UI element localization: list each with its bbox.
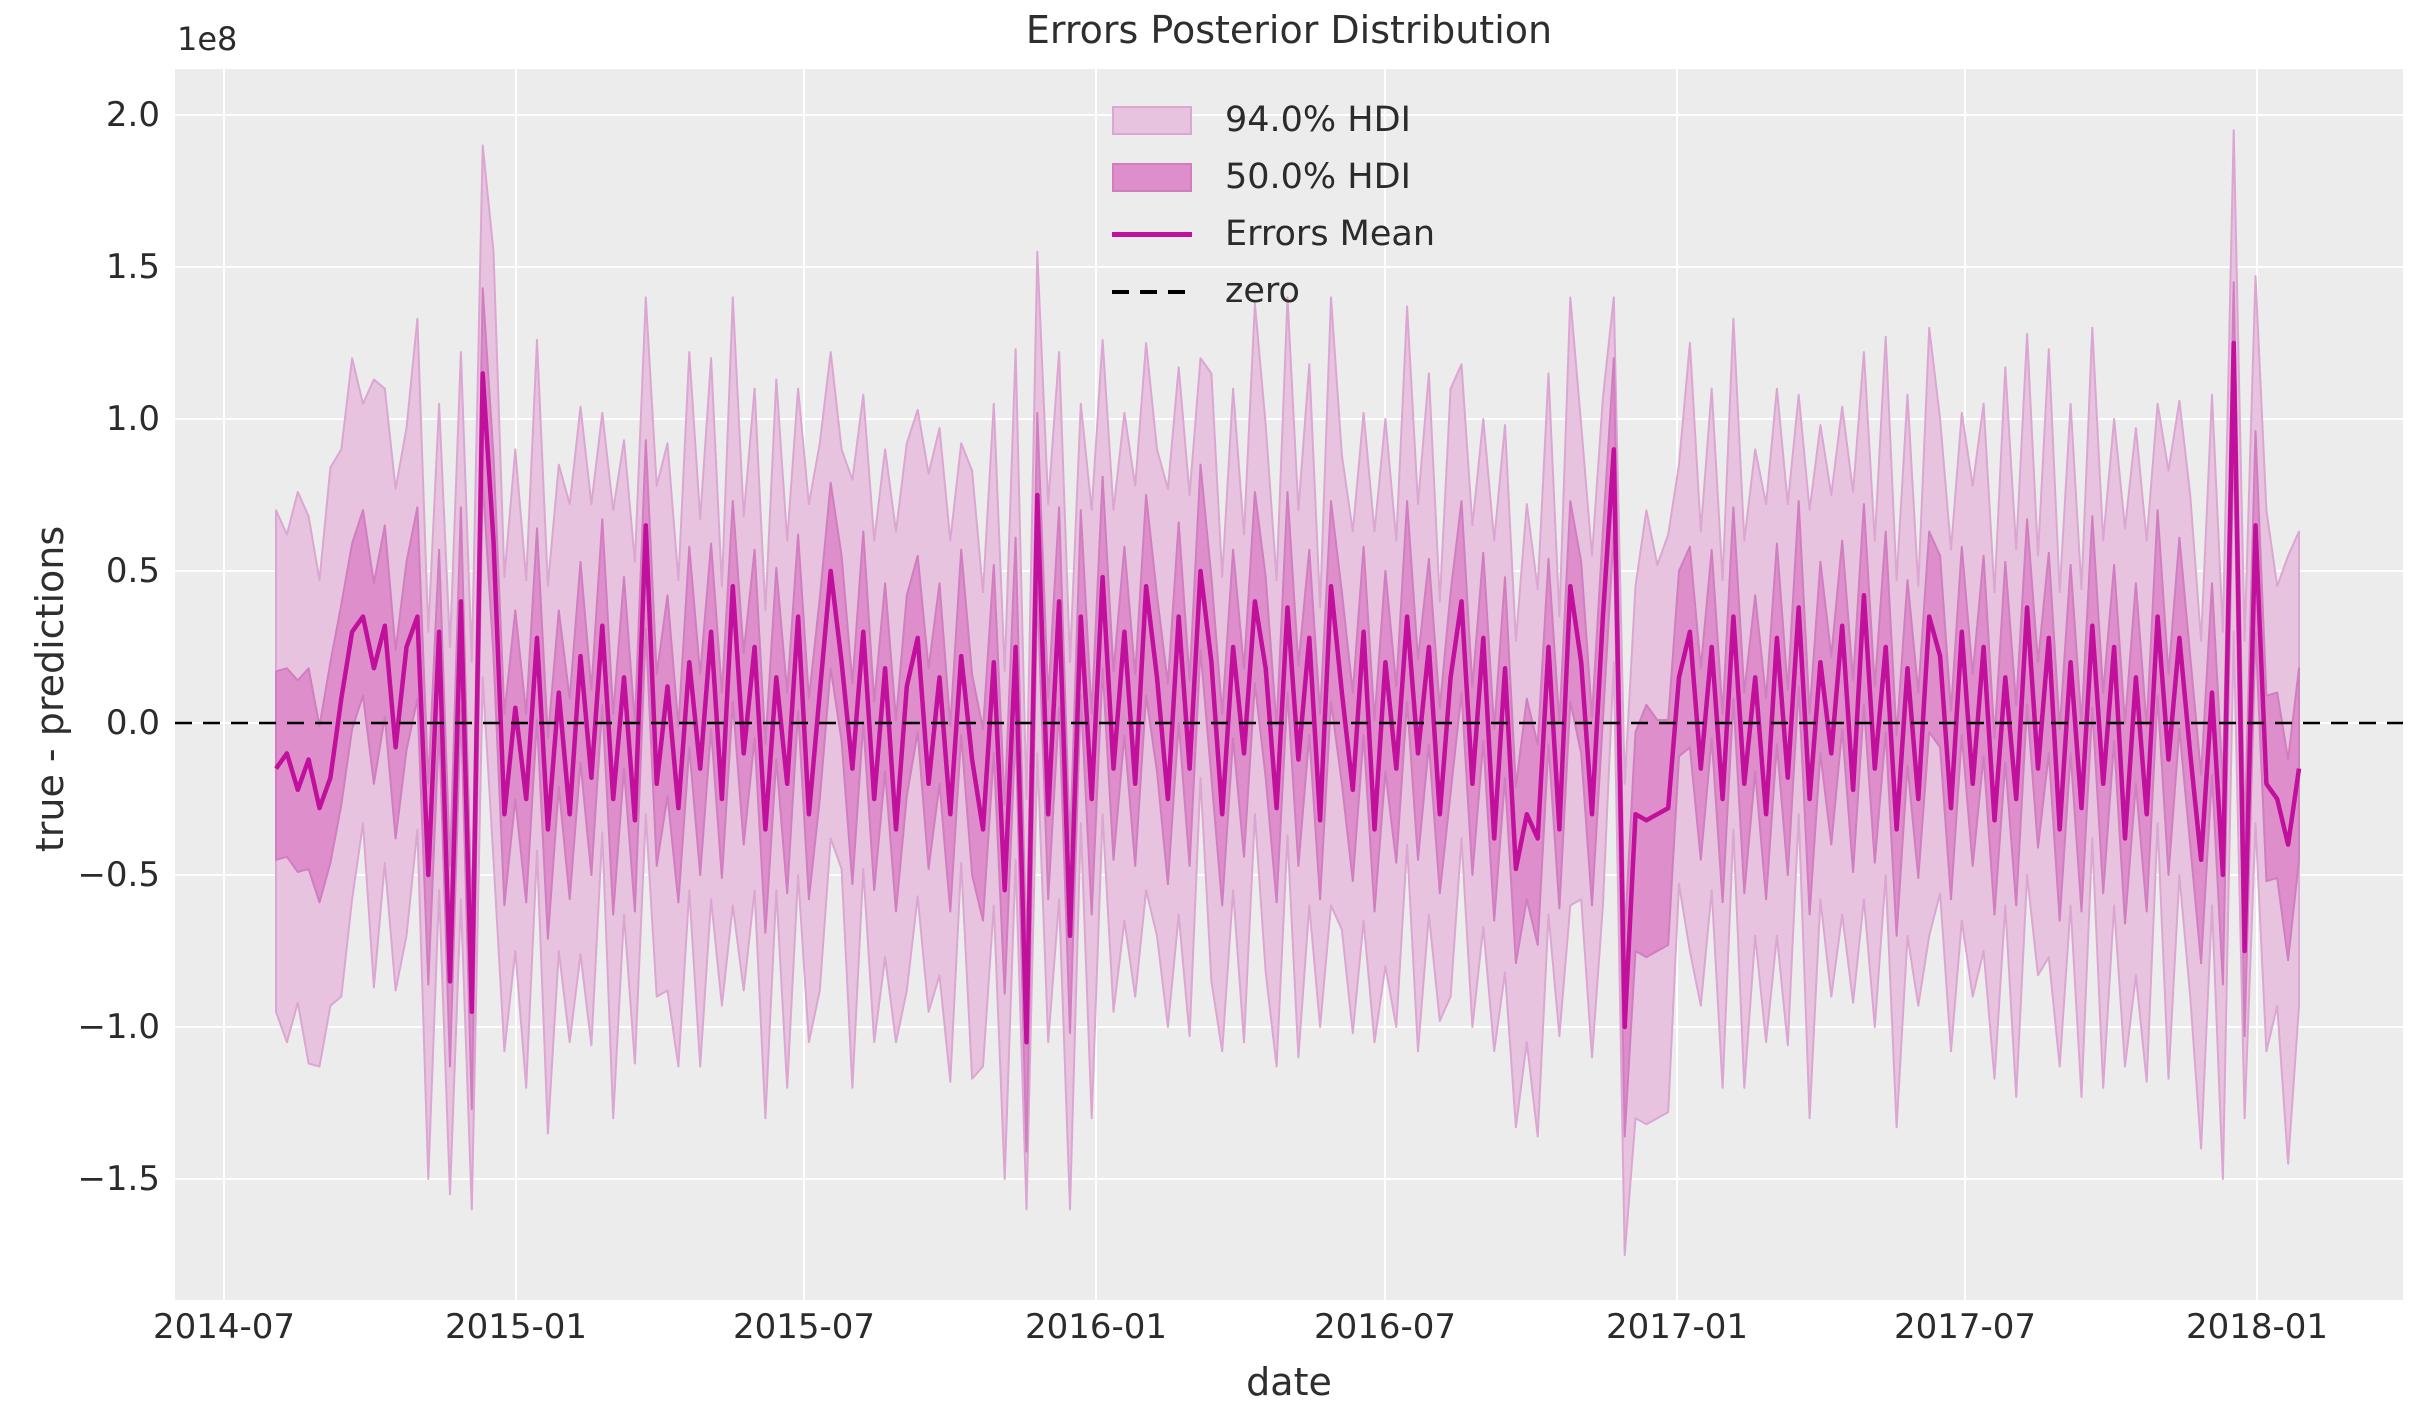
legend: 94.0% HDI 50.0% HDI Errors Mean zero — [1112, 92, 1435, 320]
mean-line-swatch-icon — [1112, 232, 1192, 237]
legend-label: zero — [1225, 271, 1300, 311]
chart-title: Errors Posterior Distribution — [1025, 8, 1553, 52]
x-tick-label: 2018-01 — [2185, 1307, 2329, 1347]
x-tick-label: 2015-07 — [732, 1307, 876, 1347]
y-tick-label: 0.5 — [105, 551, 160, 591]
x-tick-label: 2016-01 — [1024, 1307, 1168, 1347]
legend-item-errors-mean: Errors Mean — [1112, 206, 1435, 263]
hdi50-band — [275, 281, 2300, 1153]
legend-label: 50.0% HDI — [1225, 157, 1411, 197]
y-axis-offset-text: 1e8 — [177, 20, 238, 58]
errors-mean-line — [274, 340, 2302, 1045]
y-tick-label: 1.0 — [105, 399, 160, 439]
legend-item-zero: zero — [1112, 263, 1435, 320]
legend-label: 94.0% HDI — [1225, 100, 1411, 140]
legend-label: Errors Mean — [1225, 214, 1436, 254]
zero-line-swatch-icon — [1112, 289, 1192, 294]
y-tick-label: 0.0 — [105, 703, 160, 743]
x-tick-label: 2015-01 — [444, 1307, 588, 1347]
hdi94-swatch-icon — [1112, 106, 1192, 135]
x-tick-label: 2017-01 — [1605, 1307, 1749, 1347]
x-axis-label: date — [1246, 1360, 1332, 1404]
x-tick-label: 2016-07 — [1313, 1307, 1457, 1347]
y-tick-label: 1.5 — [105, 247, 160, 287]
hdi50-swatch-icon — [1112, 163, 1192, 192]
y-tick-label: 2.0 — [105, 95, 160, 135]
y-tick-label: −1.0 — [77, 1007, 160, 1047]
x-tick-label: 2014-07 — [152, 1307, 296, 1347]
legend-item-hdi50: 50.0% HDI — [1112, 149, 1435, 206]
y-axis-label: true - predictions — [28, 525, 72, 853]
y-tick-label: −1.5 — [77, 1159, 160, 1199]
legend-item-hdi94: 94.0% HDI — [1112, 92, 1435, 149]
y-tick-label: −0.5 — [77, 855, 160, 895]
x-tick-label: 2017-07 — [1893, 1307, 2037, 1347]
